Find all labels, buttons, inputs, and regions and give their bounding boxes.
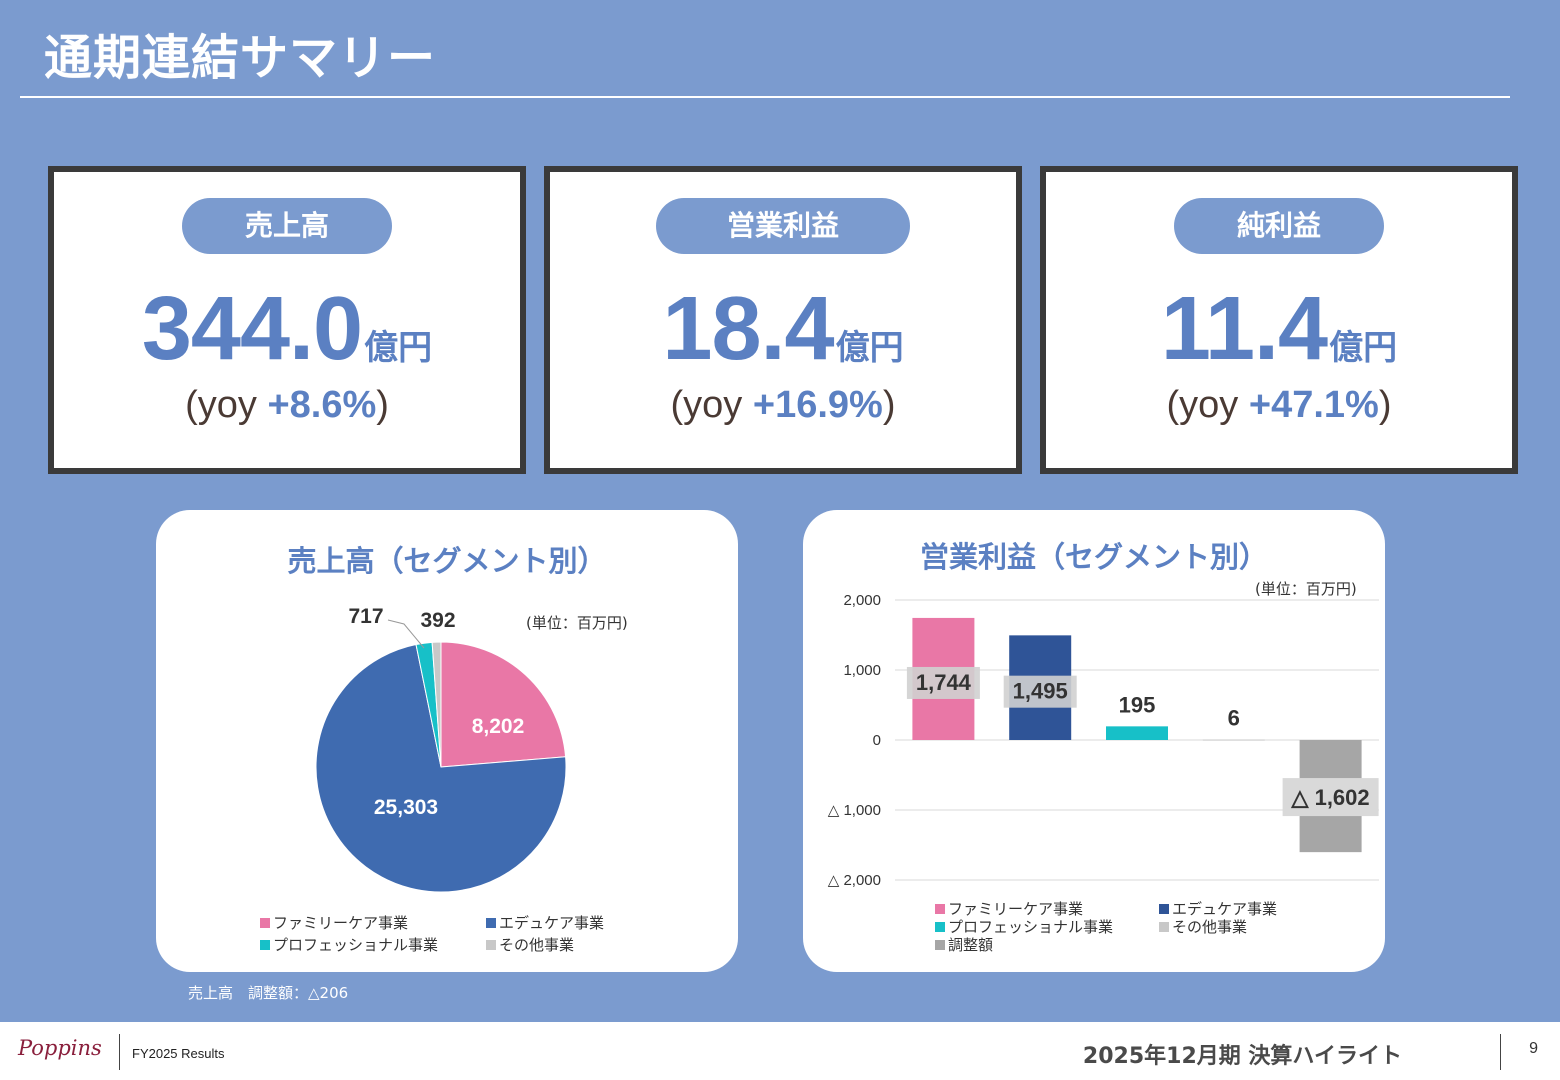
- legend-item: ファミリーケア事業: [935, 898, 1083, 919]
- page-title: 通期連結サマリー: [44, 30, 437, 86]
- kpi-number: 344.0: [141, 279, 363, 379]
- operating-profit-segment-panel: 営業利益（セグメント別） (単位：百万円) 2,000 1,000 0 △ 1,000…: [803, 510, 1385, 972]
- footer-divider: [119, 1034, 120, 1070]
- legend-item: その他事業: [1159, 916, 1247, 937]
- kpi-number: 18.4: [662, 279, 834, 379]
- company-logo: Poppins: [18, 1036, 102, 1060]
- kpi-number: 11.4: [1160, 279, 1328, 379]
- pie-leader-line: [387, 619, 425, 649]
- legend-swatch: [935, 921, 945, 932]
- bar-data-label: 1,744: [916, 670, 972, 695]
- legend-label: その他事業: [499, 936, 575, 954]
- yoy-open: (yoy: [185, 384, 257, 426]
- pie-slice: [315, 643, 567, 893]
- legend-swatch: [935, 939, 945, 950]
- legend-item: ファミリーケア事業: [260, 912, 408, 933]
- legend-swatch: [486, 917, 496, 928]
- bar-data-label: △ 1,602: [1291, 785, 1370, 810]
- legend-swatch: [260, 917, 270, 928]
- footer-subtitle: FY2025 Results: [132, 1046, 225, 1061]
- legend-swatch: [935, 903, 945, 914]
- sales-segment-panel: 売上高（セグメント別） (単位：百万円) 8,202 25,303 717 392 フ…: [156, 510, 738, 972]
- bar-unit-note: (単位：百万円): [1255, 580, 1357, 598]
- kpi-unit: 億円: [1329, 328, 1398, 368]
- kpi-unit: 億円: [364, 328, 433, 368]
- kpi-label: 売上高: [182, 198, 392, 254]
- pie-data-label: 8,202: [472, 715, 525, 738]
- legend-label: ファミリーケア事業: [273, 914, 409, 932]
- kpi-unit: 億円: [835, 328, 904, 368]
- bar-chart: 2,000 1,000 0 △ 1,000 △ 2,000 1,744 1,495 195 6 △…: [828, 592, 1379, 889]
- kpi-card-net-income: 純利益 11.4億円 (yoy +47.1%): [1040, 166, 1518, 474]
- kpi-yoy: (yoy +8.6%): [54, 384, 520, 427]
- y-tick-label: △ 2,000: [828, 872, 881, 889]
- legend-swatch: [1159, 903, 1169, 914]
- pie-data-label: 25,303: [374, 796, 438, 819]
- kpi-label: 純利益: [1174, 198, 1384, 254]
- bar-data-label: 1,495: [1013, 679, 1068, 704]
- legend-item: エデュケア事業: [1159, 898, 1277, 919]
- yoy-value: +16.9%: [752, 384, 883, 426]
- y-tick-label: 0: [873, 732, 881, 749]
- footer-divider: [1500, 1034, 1501, 1070]
- legend-label: ファミリーケア事業: [948, 900, 1084, 918]
- yoy-value: +47.1%: [1248, 384, 1379, 426]
- kpi-card-operating-profit: 営業利益 18.4億円 (yoy +16.9%): [544, 166, 1022, 474]
- legend-swatch: [1159, 921, 1169, 932]
- legend-swatch: [260, 939, 270, 950]
- kpi-yoy: (yoy +47.1%): [1046, 384, 1512, 427]
- y-tick-label: 2,000: [843, 592, 881, 609]
- legend-label: 調整額: [948, 936, 994, 954]
- yoy-open: (yoy: [1166, 384, 1239, 426]
- pie-chart-title: 売上高（セグメント別）: [287, 544, 607, 578]
- bar-chart-title: 営業利益（セグメント別）: [919, 540, 1268, 574]
- footer-title: 2025年12月期 決算ハイライト: [1082, 1044, 1402, 1069]
- pie-slice: [431, 641, 442, 768]
- legend-item: プロフェッショナル事業: [935, 916, 1113, 937]
- y-tick-label: 1,000: [843, 662, 881, 679]
- yoy-value: +8.6%: [267, 384, 377, 426]
- yoy-close: ): [1378, 384, 1392, 426]
- pie-chart: 8,202 25,303 717 392: [315, 605, 567, 893]
- y-tick-label: △ 1,000: [828, 802, 881, 819]
- sales-adjustment-note: 売上高 調整額：△206: [188, 984, 349, 1002]
- kpi-value: 18.4億円: [550, 284, 1016, 374]
- legend-item: その他事業: [486, 934, 574, 955]
- pie-unit-note: (単位：百万円): [526, 614, 628, 632]
- pie-slice: [440, 641, 567, 768]
- legend-label: プロフェッショナル事業: [948, 918, 1114, 936]
- legend-label: その他事業: [1172, 918, 1248, 936]
- title-divider: [20, 96, 1510, 98]
- pie-data-label: 392: [420, 609, 455, 632]
- yoy-open: (yoy: [670, 384, 743, 426]
- page-number: 9: [1529, 1040, 1538, 1057]
- kpi-value: 11.4億円: [1046, 284, 1512, 374]
- legend-item: プロフェッショナル事業: [260, 934, 438, 955]
- legend-label: エデュケア事業: [499, 914, 605, 932]
- kpi-yoy: (yoy +16.9%): [550, 384, 1016, 427]
- bar: [1106, 726, 1168, 740]
- data-label-box: [906, 666, 980, 699]
- kpi-label: 営業利益: [656, 198, 910, 254]
- legend-label: プロフェッショナル事業: [273, 936, 439, 954]
- bar: [1202, 739, 1265, 741]
- bar-data-label: 195: [1119, 692, 1156, 717]
- kpi-value: 344.0億円: [54, 284, 520, 374]
- legend-item: エデュケア事業: [486, 912, 604, 933]
- yoy-close: ): [376, 384, 389, 426]
- legend-swatch: [486, 939, 496, 950]
- pie-data-label: 717: [348, 605, 383, 628]
- footer: Poppins FY2025 Results 2025年12月期 決算ハイライト…: [0, 1022, 1560, 1080]
- yoy-close: ): [882, 384, 896, 426]
- data-label-box: [1282, 778, 1379, 817]
- kpi-card-sales: 売上高 344.0億円 (yoy +8.6%): [48, 166, 526, 474]
- data-label-box: [1003, 675, 1077, 708]
- legend-label: エデュケア事業: [1172, 900, 1278, 918]
- bar-data-label: 6: [1228, 706, 1240, 731]
- legend-item: 調整額: [935, 934, 993, 955]
